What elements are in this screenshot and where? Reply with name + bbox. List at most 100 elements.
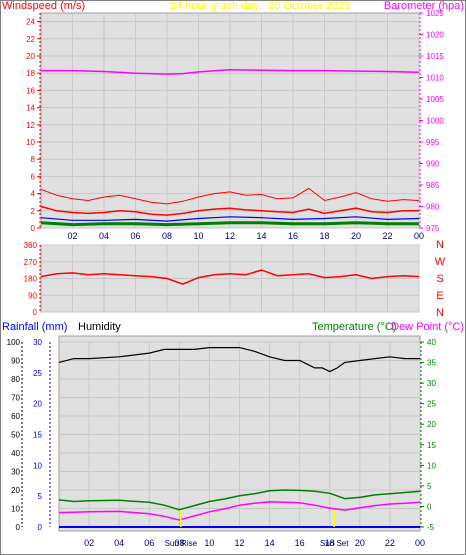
sunset-label: Sun Set — [320, 539, 349, 548]
compass-label-2: S — [436, 273, 443, 285]
baro-y-tick-1020: 1020 — [426, 31, 444, 40]
rain-y-tick-20: 20 — [33, 400, 42, 409]
dir-y-tick-180: 180 — [24, 275, 38, 284]
baro-y-tick-1025: 1025 — [426, 9, 444, 18]
compass-label-0: N — [436, 239, 444, 251]
rain-y-tick-25: 25 — [33, 369, 42, 378]
wind-min-line — [40, 221, 419, 227]
baro-y-tick-1005: 1005 — [426, 95, 444, 104]
temp-y-tick-30: 30 — [427, 379, 436, 388]
wind-direction-line — [40, 269, 420, 285]
temp-x-tick-14: 14 — [265, 538, 275, 548]
wind-y-tick-0: 0 — [31, 224, 36, 233]
wind-x-tick-06: 06 — [130, 231, 140, 241]
wind-x-tick-14: 14 — [256, 231, 266, 241]
temp-x-tick-22: 22 — [385, 538, 395, 548]
wind-gust-line — [40, 187, 420, 205]
wind-y-tick-18: 18 — [26, 69, 35, 78]
baro-y-tick-975: 975 — [426, 224, 440, 233]
dir-y-tick-90: 90 — [28, 291, 37, 300]
wind-y-tick-20: 20 — [26, 52, 35, 61]
temp-x-tick-04: 04 — [114, 538, 124, 548]
humidity-y-tick-80: 80 — [11, 375, 20, 384]
temp-y-tick-40: 40 — [427, 338, 436, 347]
wind-y-tick-10: 10 — [26, 138, 35, 147]
rain-y-tick-0: 0 — [38, 523, 43, 532]
rain-y-tick-15: 15 — [33, 431, 42, 440]
temp-y-tick--5: -5 — [427, 523, 435, 532]
temperature-axis-title: Temperature (°C) — [312, 321, 396, 333]
temp-y-tick-10: 10 — [427, 461, 436, 470]
rain-y-tick-10: 10 — [33, 461, 42, 470]
wind-x-tick-20: 20 — [351, 231, 361, 241]
humidity-y-tick-0: 0 — [16, 523, 21, 532]
wind-y-tick-4: 4 — [31, 190, 36, 199]
wind-y-tick-14: 14 — [26, 104, 35, 113]
humidity-y-tick-10: 10 — [11, 505, 20, 514]
wind-x-tick-04: 04 — [99, 231, 109, 241]
wind-x-tick-00: 00 — [414, 231, 424, 241]
temp-y-tick-20: 20 — [427, 420, 436, 429]
barometer-axis-title: Barometer (hpa) — [384, 0, 464, 12]
humidity-y-tick-100: 100 — [7, 338, 21, 347]
dir-y-tick-270: 270 — [24, 258, 38, 267]
humidity-y-tick-70: 70 — [11, 394, 20, 403]
temp-x-tick-06: 06 — [144, 538, 154, 548]
wind-y-tick-6: 6 — [31, 172, 36, 181]
dewpoint-axis-title: Dew Point (°C) — [391, 321, 464, 333]
humidity-y-tick-60: 60 — [11, 412, 20, 421]
baro-y-tick-1015: 1015 — [426, 52, 444, 61]
humidity-axis-title: Humidity — [78, 321, 121, 333]
wind-y-tick-16: 16 — [26, 86, 35, 95]
wind-avg-line — [40, 216, 420, 222]
humidity-line — [58, 347, 420, 373]
temp-x-tick-08: 08 — [174, 538, 184, 548]
compass-label-4: N — [436, 307, 444, 319]
wind-x-tick-02: 02 — [67, 231, 77, 241]
rainfall-axis-title: Rainfall (mm) — [2, 321, 67, 333]
rain-y-tick-30: 30 — [33, 338, 42, 347]
dir-y-tick-0: 0 — [33, 308, 38, 317]
windspeed-axis-title: Windspeed (m/s) — [2, 0, 85, 12]
wind-y-tick-24: 24 — [26, 18, 35, 27]
baro-y-tick-1010: 1010 — [426, 74, 444, 83]
humidity-y-tick-50: 50 — [11, 431, 20, 440]
temp-y-tick-0: 0 — [427, 502, 432, 511]
humidity-y-tick-40: 40 — [11, 449, 20, 458]
chart-title: 24 hour graph day : 20 October 2025 — [170, 0, 350, 12]
wind-y-tick-22: 22 — [26, 35, 35, 44]
temp-y-tick-5: 5 — [427, 482, 432, 491]
temp-y-tick-35: 35 — [427, 359, 436, 368]
temp-x-tick-18: 18 — [325, 538, 335, 548]
temperature-line — [58, 489, 421, 511]
wind-y-tick-2: 2 — [31, 207, 36, 216]
rain-y-tick-5: 5 — [38, 492, 43, 501]
compass-label-3: E — [436, 290, 443, 302]
humidity-y-tick-30: 30 — [11, 468, 20, 477]
wind-y-tick-8: 8 — [31, 155, 36, 164]
humidity-y-tick-90: 90 — [11, 357, 20, 366]
temp-x-tick-00: 00 — [415, 538, 425, 548]
temp-x-tick-10: 10 — [204, 538, 214, 548]
wind-x-tick-16: 16 — [288, 231, 298, 241]
baro-y-tick-990: 990 — [426, 160, 440, 169]
wind-y-tick-12: 12 — [26, 121, 35, 130]
temp-x-tick-12: 12 — [234, 538, 244, 548]
temp-y-tick-25: 25 — [427, 400, 436, 409]
compass-label-1: W — [435, 256, 446, 268]
humidity-y-tick-20: 20 — [11, 486, 20, 495]
baro-y-tick-980: 980 — [426, 203, 440, 212]
baro-y-tick-985: 985 — [426, 181, 440, 190]
temp-y-tick-15: 15 — [427, 441, 436, 450]
wind-x-tick-18: 18 — [319, 231, 329, 241]
dir-y-tick-360: 360 — [24, 241, 38, 250]
baro-y-tick-995: 995 — [426, 138, 440, 147]
temp-x-tick-02: 02 — [84, 538, 94, 548]
wind-x-tick-10: 10 — [193, 231, 203, 241]
wind-x-tick-08: 08 — [162, 231, 172, 241]
barometer-line — [41, 69, 420, 75]
wind-x-tick-12: 12 — [225, 231, 235, 241]
wind-x-tick-22: 22 — [382, 231, 392, 241]
